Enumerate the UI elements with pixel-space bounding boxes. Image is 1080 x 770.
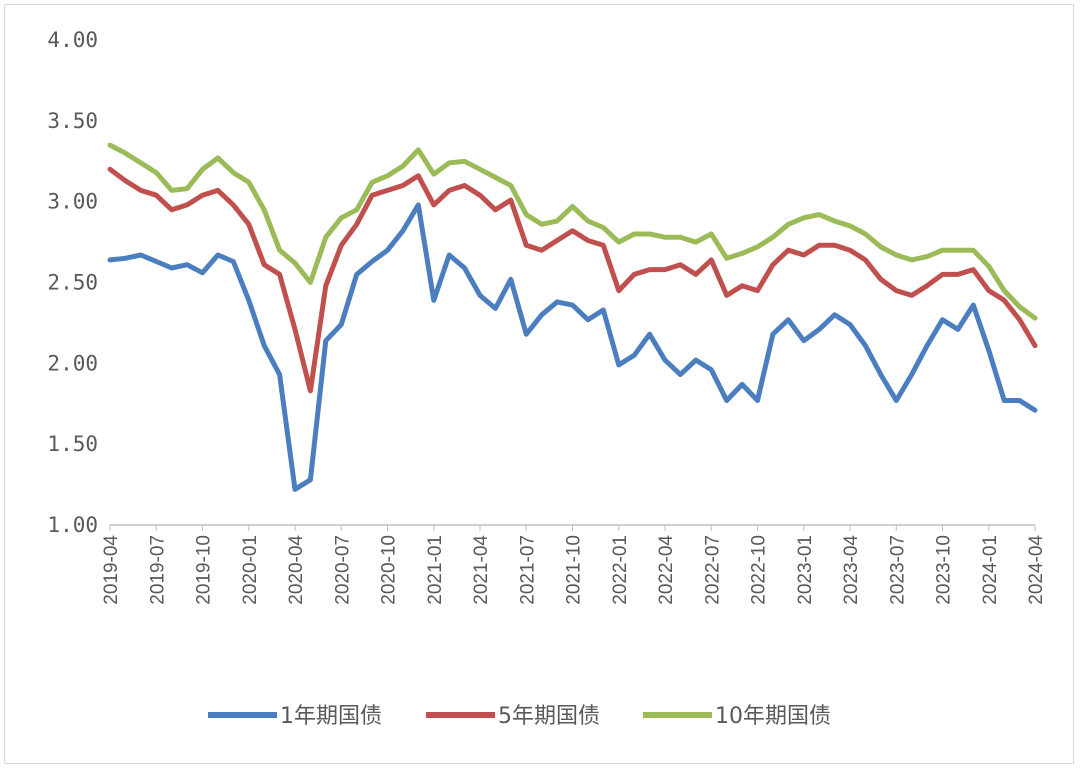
x-tick-label: 2019-10	[194, 535, 215, 605]
y-tick-label: 3.00	[47, 190, 98, 214]
x-tick-label: 2022-01	[610, 535, 631, 605]
y-tick-label: 2.50	[47, 271, 98, 295]
x-tick-label: 2023-07	[887, 535, 908, 605]
x-tick-label: 2020-04	[286, 535, 307, 605]
x-tick-label: 2020-07	[332, 535, 353, 605]
legend-item-1: 1年期国债	[208, 704, 382, 729]
chart-frame	[4, 4, 1074, 764]
y-tick-label: 4.00	[47, 28, 98, 52]
series-lines	[107, 142, 1038, 492]
x-tick-label: 2021-04	[471, 535, 492, 605]
x-tick-label: 2021-07	[517, 535, 538, 605]
x-tick-label: 2021-10	[564, 535, 585, 605]
axes: 1.00 1.50 2.00 2.50 3.00 3.50 4.00 2019-04 2019-…	[47, 28, 1047, 605]
x-tick-label: 2021-01	[425, 535, 446, 605]
x-tick-label: 2020-01	[240, 535, 261, 605]
legend-label: 5年期国债	[498, 704, 600, 729]
legend-label: 1年期国债	[280, 704, 382, 729]
series-line-3	[107, 142, 1038, 321]
x-tick-label: 2020-10	[379, 535, 400, 605]
legend-label: 10年期国债	[715, 704, 831, 729]
x-tick-label: 2024-04	[1026, 535, 1047, 605]
y-tick-label: 2.00	[47, 351, 98, 375]
x-tick-label: 2022-10	[749, 535, 770, 605]
x-tick-label: 2023-01	[795, 535, 816, 605]
x-tick-label: 2019-07	[147, 535, 168, 605]
series-line-2	[107, 166, 1038, 394]
y-tick-label: 1.00	[47, 513, 98, 537]
legend-item-2: 5年期国债	[426, 704, 600, 729]
legend-item-3: 10年期国债	[643, 704, 831, 729]
y-tick-label: 1.50	[47, 432, 98, 456]
legend: 1年期国债 5年期国债 10年期国债	[208, 704, 831, 729]
x-tick-label: 2023-10	[934, 535, 955, 605]
y-tick-label: 3.50	[47, 109, 98, 133]
x-tick-label: 2023-04	[841, 535, 862, 605]
x-tick-label: 2019-04	[101, 535, 122, 605]
x-tick-label: 2024-01	[980, 535, 1001, 605]
x-tick-label: 2022-07	[702, 535, 723, 605]
x-tick-label: 2022-04	[656, 535, 677, 605]
series-line-1	[107, 202, 1038, 492]
